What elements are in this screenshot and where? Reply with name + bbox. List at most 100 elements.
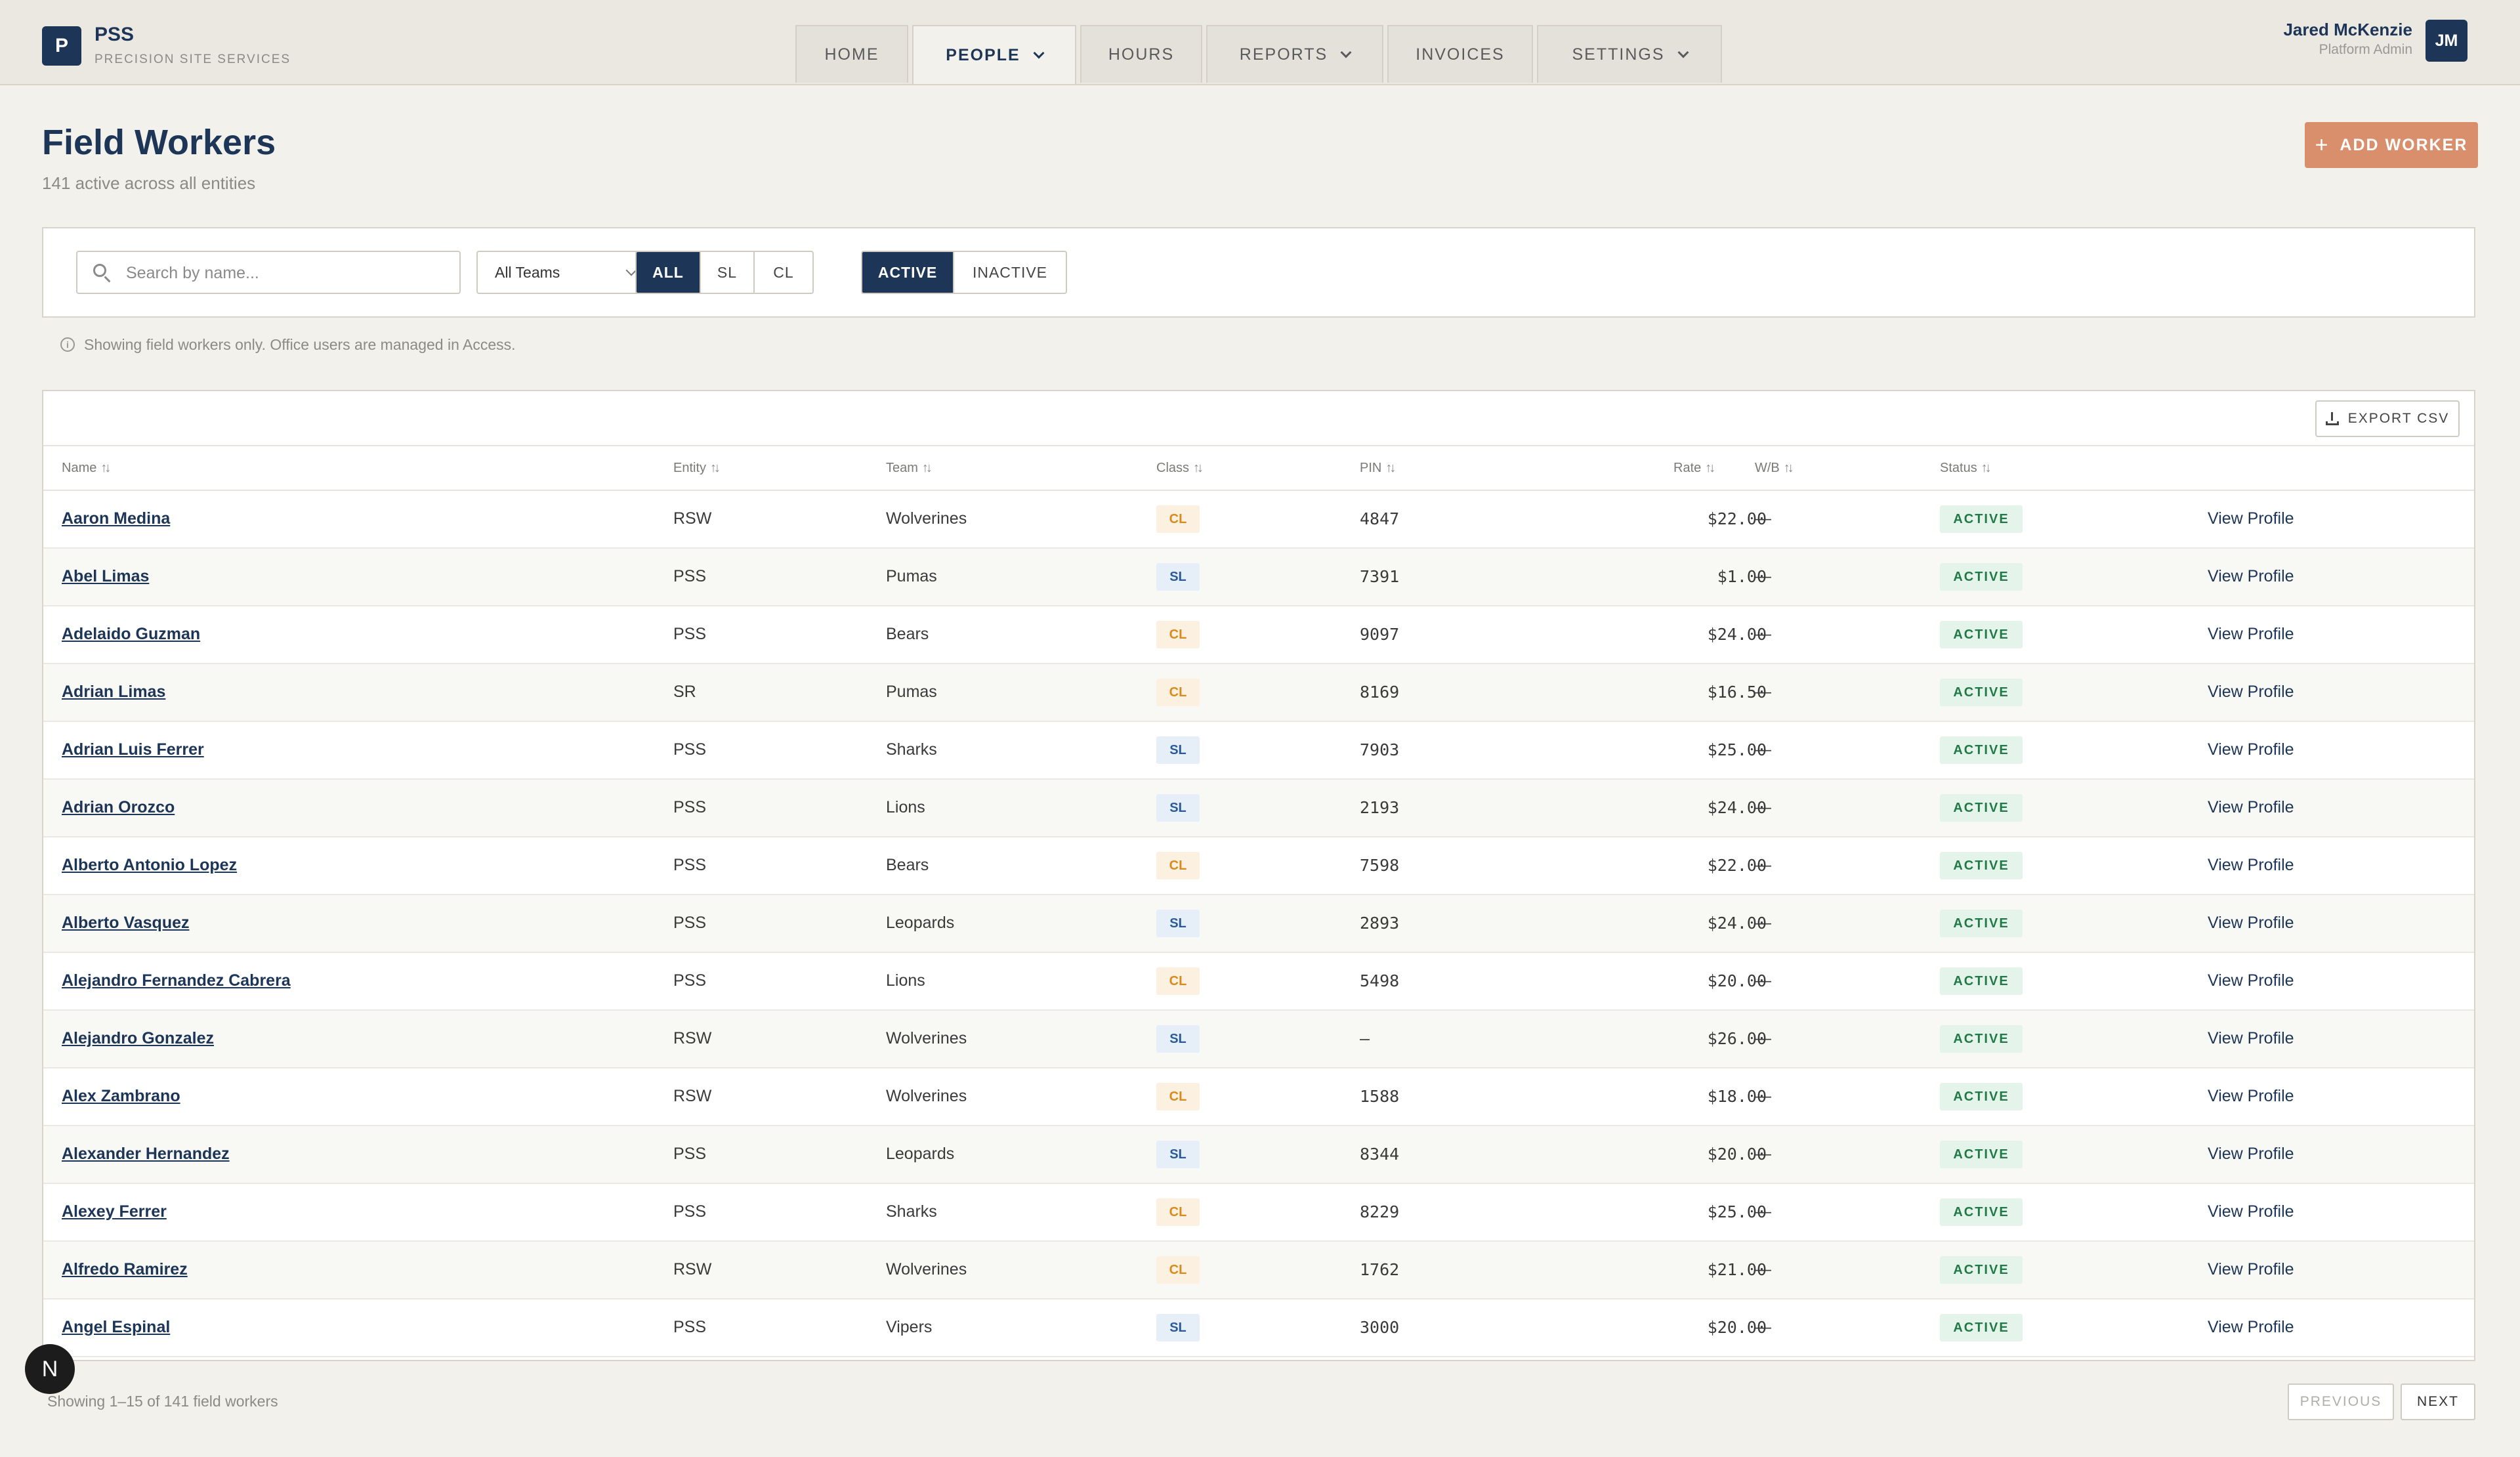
view-profile-link[interactable]: View Profile	[2208, 1029, 2294, 1047]
add-worker-button[interactable]: + ADD WORKER	[2305, 122, 2478, 168]
pagination-summary: Showing 1–15 of 141 field workers	[47, 1393, 278, 1410]
worker-name-link[interactable]: Adrian Orozco	[62, 798, 175, 816]
status-badge: ACTIVE	[1940, 1256, 2023, 1284]
pin-cell: 8169	[1360, 683, 1400, 702]
nav-tab-invoices[interactable]: INVOICES	[1387, 25, 1533, 83]
wb-cell: —	[1755, 1087, 1771, 1105]
column-header-class[interactable]: Class ↑↓	[1156, 461, 1204, 475]
view-profile-link[interactable]: View Profile	[2208, 567, 2294, 585]
pin-cell: 1762	[1360, 1260, 1400, 1279]
view-profile-link[interactable]: View Profile	[2208, 1260, 2294, 1278]
pin-cell: 5498	[1360, 971, 1400, 990]
chevron-down-icon	[1033, 47, 1045, 59]
info-icon: i	[60, 337, 75, 352]
table-row: Adrian Limas SR Pumas CL 8169 $16.50— ACTIVE Vi…	[43, 664, 2474, 722]
worker-name-link[interactable]: Alexey Ferrer	[62, 1202, 167, 1221]
view-profile-link[interactable]: View Profile	[2208, 798, 2294, 816]
class-filter-cl[interactable]: CL	[773, 263, 794, 281]
class-badge: CL	[1156, 505, 1200, 533]
worker-name-link[interactable]: Alejandro Gonzalez	[62, 1029, 214, 1047]
column-header-rate[interactable]: Rate ↑↓	[1673, 461, 1715, 475]
column-header-status[interactable]: Status ↑↓	[1940, 461, 1992, 475]
table-row: Aaron Medina RSW Wolverines CL 4847 $22.00— AC…	[43, 491, 2474, 549]
column-header-name[interactable]: Name ↑↓	[62, 461, 111, 475]
rate-cell: $21.00	[1707, 1260, 1767, 1279]
view-profile-link[interactable]: View Profile	[2208, 1145, 2294, 1163]
nav-tab-home[interactable]: HOME	[795, 25, 908, 83]
worker-name-link[interactable]: Adelaido Guzman	[62, 625, 201, 643]
nav-tab-reports[interactable]: REPORTS	[1206, 25, 1383, 83]
team-cell: Pumas	[886, 567, 937, 585]
team-cell: Leopards	[886, 1145, 955, 1163]
entity-cell: PSS	[673, 1202, 707, 1221]
team-select[interactable]: All Teams	[476, 251, 659, 294]
brand-logo[interactable]: P	[42, 26, 81, 66]
nav-tab-settings[interactable]: SETTINGS	[1537, 25, 1722, 83]
column-header-entity[interactable]: Entity ↑↓	[673, 461, 721, 475]
pin-cell: 7903	[1360, 740, 1400, 759]
entity-cell: RSW	[673, 1029, 712, 1047]
entity-cell: PSS	[673, 971, 707, 990]
view-profile-link[interactable]: View Profile	[2208, 625, 2294, 643]
search-input[interactable]: Search by name...	[76, 251, 461, 294]
view-profile-link[interactable]: View Profile	[2208, 971, 2294, 990]
column-header-team[interactable]: Team ↑↓	[886, 461, 933, 475]
worker-name-link[interactable]: Aaron Medina	[62, 509, 171, 528]
export-csv-button[interactable]: EXPORT CSV	[2315, 400, 2460, 437]
pin-cell: 2193	[1360, 798, 1400, 817]
avatar[interactable]: JM	[2426, 20, 2468, 62]
entity-cell: PSS	[673, 740, 707, 759]
worker-name-link[interactable]: Abel Limas	[62, 567, 150, 585]
status-badge: ACTIVE	[1940, 505, 2023, 533]
page-subtitle: 141 active across all entities	[42, 173, 256, 193]
wb-cell: —	[1755, 625, 1771, 643]
view-profile-link[interactable]: View Profile	[2208, 856, 2294, 874]
worker-name-link[interactable]: Alberto Vasquez	[62, 914, 190, 932]
view-profile-link[interactable]: View Profile	[2208, 1202, 2294, 1221]
rate-cell: $24.00	[1707, 625, 1767, 644]
class-filter-group: ALL SL CL	[635, 251, 814, 294]
worker-name-link[interactable]: Adrian Luis Ferrer	[62, 740, 204, 759]
wb-cell: —	[1755, 971, 1771, 990]
nav-tab-people[interactable]: PEOPLE	[912, 25, 1076, 84]
floating-dev-badge[interactable]: N	[25, 1344, 75, 1394]
worker-name-link[interactable]: Alexander Hernandez	[62, 1145, 230, 1163]
worker-name-link[interactable]: Angel Espinal	[62, 1318, 171, 1336]
class-filter-sl[interactable]: SL	[701, 252, 755, 293]
worker-name-link[interactable]: Alfredo Ramirez	[62, 1260, 188, 1278]
view-profile-link[interactable]: View Profile	[2208, 1318, 2294, 1336]
column-header-pin[interactable]: PIN ↑↓	[1360, 461, 1396, 475]
previous-page-button[interactable]: PREVIOUS	[2288, 1383, 2394, 1420]
view-profile-link[interactable]: View Profile	[2208, 1087, 2294, 1105]
wb-cell: —	[1755, 856, 1771, 874]
status-badge: ACTIVE	[1940, 1083, 2023, 1110]
status-badge: ACTIVE	[1940, 1198, 2023, 1226]
next-page-button[interactable]: NEXT	[2401, 1383, 2475, 1420]
rate-cell: $20.00	[1707, 1318, 1767, 1337]
wb-cell: —	[1755, 914, 1771, 932]
worker-name-link[interactable]: Alberto Antonio Lopez	[62, 856, 238, 874]
worker-name-link[interactable]: Alejandro Fernandez Cabrera	[62, 971, 291, 990]
entity-cell: RSW	[673, 1260, 712, 1278]
view-profile-link[interactable]: View Profile	[2208, 509, 2294, 528]
table-row: Angel Espinal PSS Vipers SL 3000 $20.00— ACTIV…	[43, 1299, 2474, 1357]
class-filter-all[interactable]: ALL	[637, 252, 701, 293]
entity-cell: PSS	[673, 625, 707, 643]
worker-name-link[interactable]: Alex Zambrano	[62, 1087, 180, 1105]
sort-icon: ↑↓	[710, 461, 721, 475]
status-badge: ACTIVE	[1940, 967, 2023, 995]
status-filter-inactive[interactable]: INACTIVE	[972, 263, 1048, 281]
view-profile-link[interactable]: View Profile	[2208, 740, 2294, 759]
view-profile-link[interactable]: View Profile	[2208, 683, 2294, 701]
table-row: Adrian Luis Ferrer PSS Sharks SL 7903 $25.00—…	[43, 722, 2474, 780]
sort-icon: ↑↓	[1385, 461, 1396, 475]
team-cell: Wolverines	[886, 509, 967, 528]
wb-cell: —	[1755, 509, 1771, 528]
team-cell: Sharks	[886, 740, 937, 759]
rate-cell: $22.00	[1707, 509, 1767, 528]
worker-name-link[interactable]: Adrian Limas	[62, 683, 166, 701]
status-filter-active[interactable]: ACTIVE	[862, 252, 954, 293]
column-header-wb[interactable]: W/B ↑↓	[1755, 461, 1794, 475]
nav-tab-hours[interactable]: HOURS	[1080, 25, 1202, 83]
view-profile-link[interactable]: View Profile	[2208, 914, 2294, 932]
